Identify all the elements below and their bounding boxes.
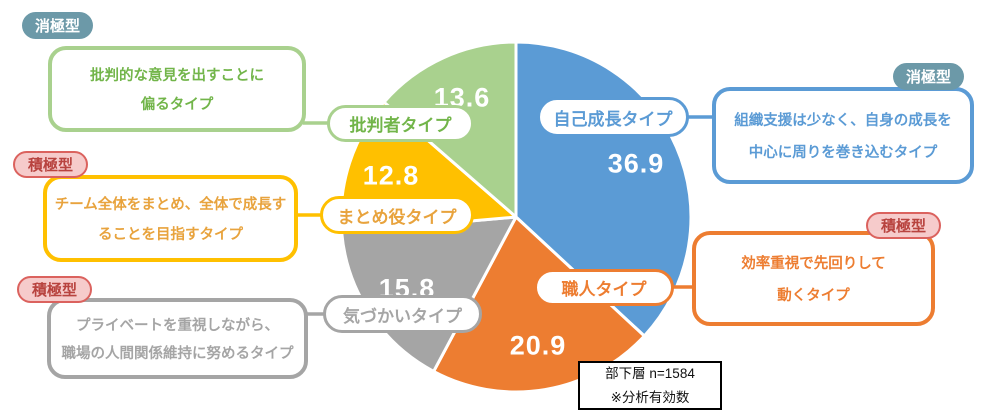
callout-coordinator: チーム全体をまとめ、全体で成長す ることを目指すタイプ xyxy=(43,175,298,262)
callout-considerate-line1: プライベートを重視しながら、 xyxy=(76,318,279,335)
callout-critic: 批判的な意見を出すことに 偏るタイプ xyxy=(48,46,306,132)
pie-label-craftsman: 職人タイプ xyxy=(534,269,674,306)
pie-label-critic: 批判者タイプ xyxy=(327,105,474,142)
badge-active-mid-left: 積極型 xyxy=(13,151,89,178)
callout-craftsman: 効率重視で先回りして 動くタイプ xyxy=(692,231,935,326)
callout-critic-line1: 批判的な意見を出すことに xyxy=(90,68,264,84)
callout-craftsman-line2: 動くタイプ xyxy=(777,288,850,304)
callout-craftsman-line1: 効率重視で先回りして xyxy=(741,256,886,272)
callout-coordinator-line2: ることを目指すタイプ xyxy=(98,226,243,243)
callout-self-growth: 組織支援は少なく、自身の成長を 中心に周りを巻き込むタイプ xyxy=(712,87,974,184)
callout-critic-line2: 偏るタイプ xyxy=(140,97,214,113)
badge-active-right: 積極型 xyxy=(866,212,942,239)
callout-self-growth-line2: 中心に周りを巻き込むタイプ xyxy=(748,145,938,162)
pie-label-coordinator: まとめ役タイプ xyxy=(320,196,474,234)
pie-label-self-growth: 自己成長タイプ xyxy=(537,97,689,137)
sample-note-line2: ※分析有効数 xyxy=(610,389,690,405)
callout-considerate: プライベートを重視しながら、 職場の人間関係維持に努めるタイプ xyxy=(47,298,308,379)
badge-passive-top-left: 消極型 xyxy=(22,12,94,39)
callout-coordinator-line1: チーム全体をまとめ、全体で成長す xyxy=(54,197,287,214)
badge-passive-top-right: 消極型 xyxy=(893,63,965,90)
sample-note: 部下層 n=1584 ※分析有効数 xyxy=(578,361,722,410)
callout-considerate-line2: 職場の人間関係維持に努めるタイプ xyxy=(61,345,294,362)
sample-note-line1: 部下層 n=1584 xyxy=(605,365,695,381)
badge-active-bottom-left: 積極型 xyxy=(17,276,93,303)
pie-label-considerate: 気づかいタイプ xyxy=(323,295,482,333)
pie-slice-1 xyxy=(432,215,646,394)
callout-self-growth-line1: 組織支援は少なく、自身の成長を xyxy=(734,112,952,129)
